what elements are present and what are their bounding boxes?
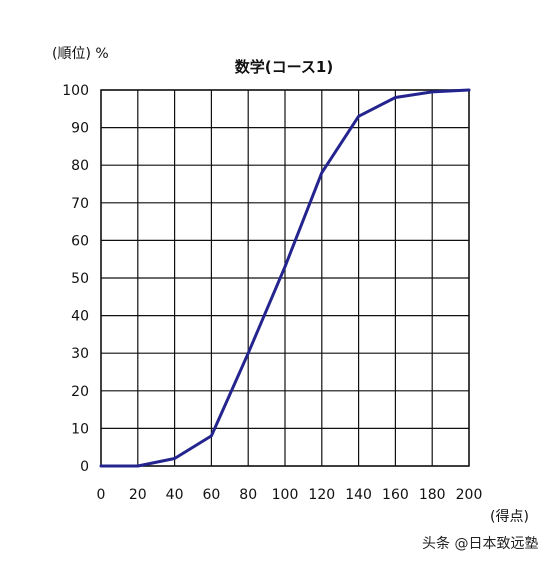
watermark: 头条 @日本致远塾 <box>422 535 538 552</box>
y-tick-label: 10 <box>71 421 89 437</box>
x-tick-label: 20 <box>129 487 147 503</box>
series-line-0 <box>99 88 471 468</box>
y-tick-label: 70 <box>71 196 89 212</box>
y-tick-label: 20 <box>71 384 89 400</box>
x-axis-label: (得点) <box>490 508 529 525</box>
x-tick-label: 0 <box>97 487 106 503</box>
x-tick-label: 160 <box>382 487 409 503</box>
chart-title: 数学(コース1) <box>235 58 333 76</box>
y-tick-label: 0 <box>80 459 89 475</box>
y-tick-label: 40 <box>71 309 89 325</box>
plot-frame <box>100 89 470 467</box>
y-axis-label: (順位) % <box>52 46 109 62</box>
y-tick-label: 90 <box>71 121 89 137</box>
x-tick-label: 100 <box>272 487 299 503</box>
x-tick-label: 180 <box>419 487 446 503</box>
x-tick-label: 120 <box>308 487 335 503</box>
grid <box>100 89 470 467</box>
y-tick-label: 80 <box>71 158 89 174</box>
y-tick-label: 30 <box>71 346 89 362</box>
y-tick-label: 100 <box>62 83 89 99</box>
x-tick-label: 80 <box>239 487 257 503</box>
x-tick-label: 40 <box>166 487 184 503</box>
x-tick-label: 200 <box>456 487 483 503</box>
x-tick-label: 140 <box>345 487 372 503</box>
y-tick-label: 60 <box>71 233 89 249</box>
series <box>99 88 471 468</box>
y-tick-label: 50 <box>71 271 89 287</box>
x-tick-label: 60 <box>202 487 220 503</box>
y-tick-labels: 0 10 20 30 40 50 60 70 80 90 100 <box>62 83 89 475</box>
x-tick-labels: 0 20 40 60 80 100 120 140 160 180 200 <box>97 487 483 503</box>
